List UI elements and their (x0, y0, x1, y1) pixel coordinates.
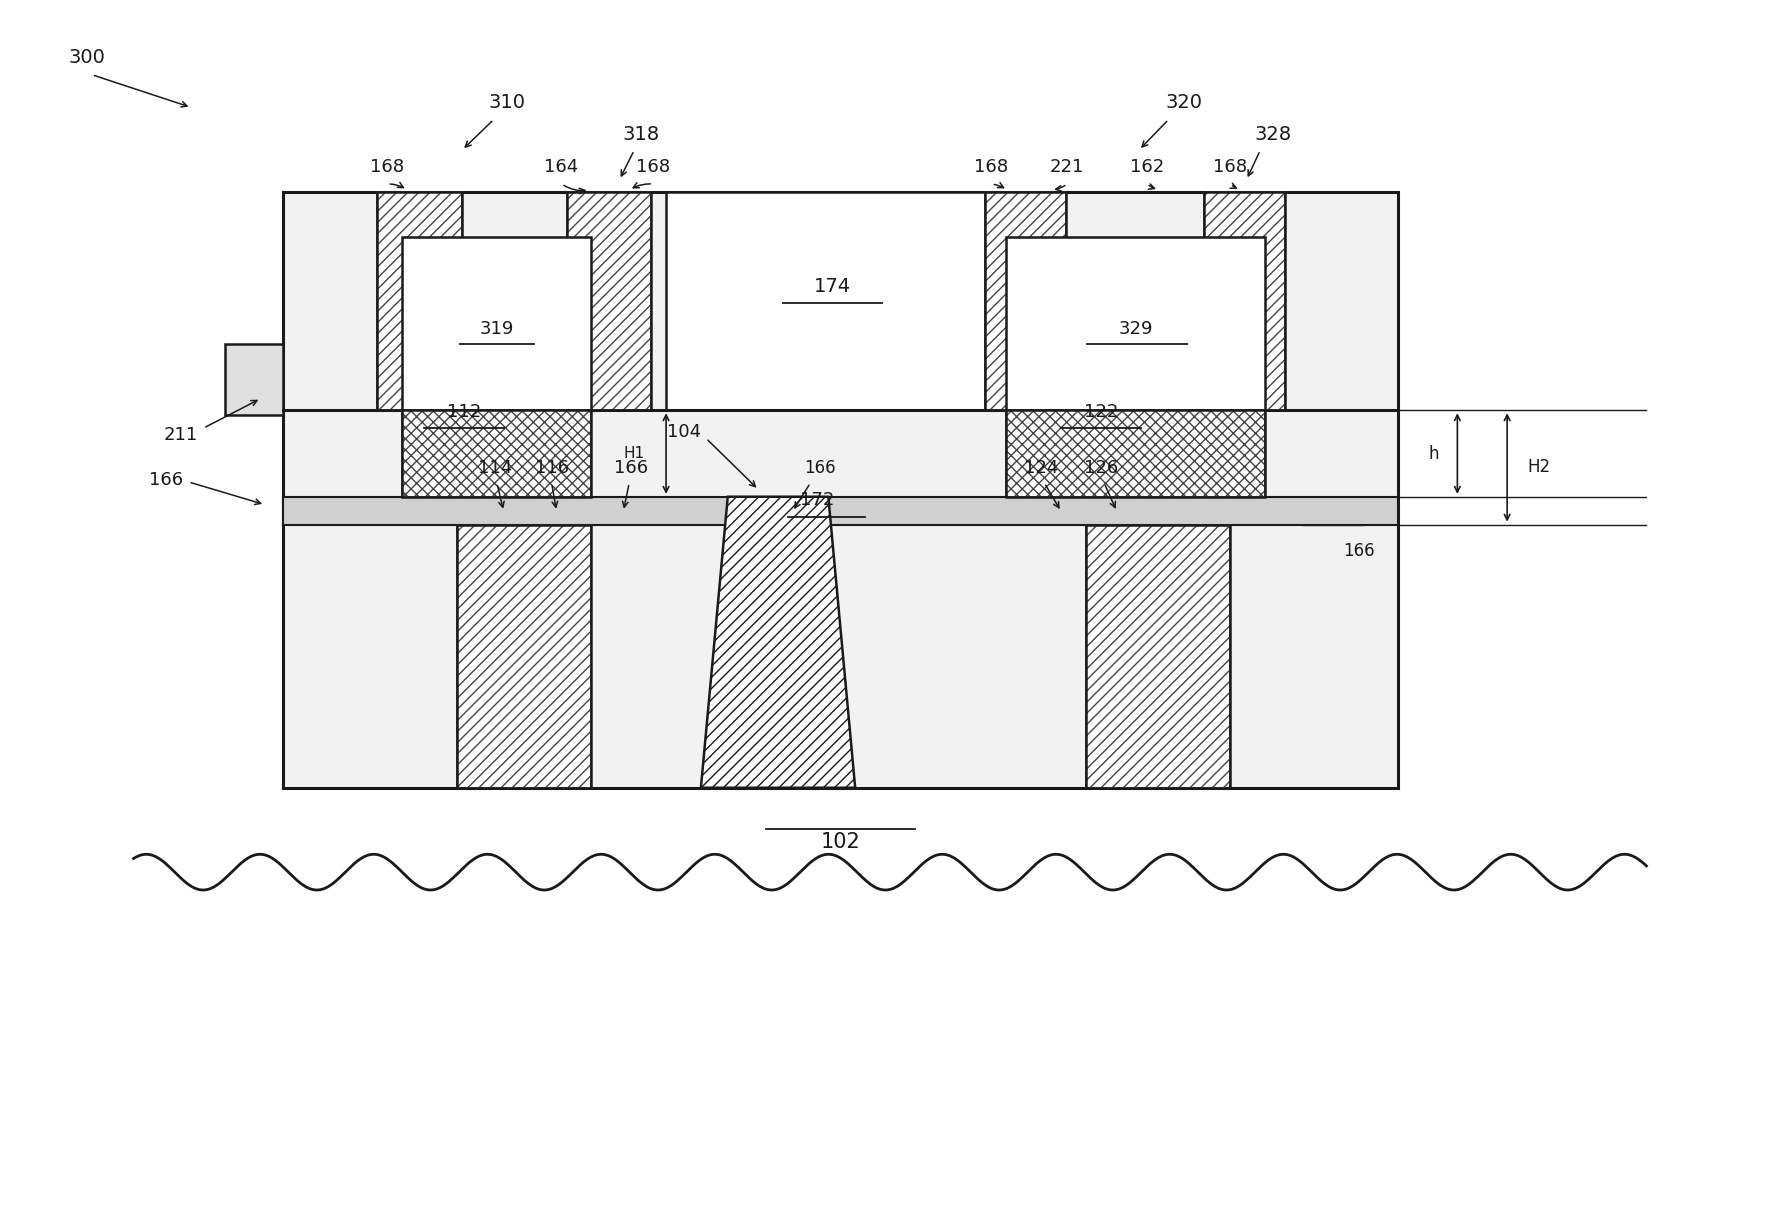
Bar (456, 525, 592, 788)
Text: H1: H1 (623, 446, 644, 461)
Text: 318: 318 (623, 125, 660, 144)
Text: 221: 221 (1050, 158, 1084, 177)
Text: 211: 211 (165, 427, 199, 444)
Bar (1086, 525, 1231, 788)
Text: 114: 114 (478, 459, 512, 476)
Bar (567, 192, 651, 410)
Bar (1007, 410, 1265, 497)
Text: 112: 112 (447, 404, 481, 421)
Text: 166: 166 (1344, 543, 1374, 561)
Bar (1007, 237, 1265, 410)
Text: 168: 168 (1213, 158, 1247, 177)
Bar (1204, 192, 1285, 410)
Text: 172: 172 (800, 491, 835, 509)
Bar (666, 192, 1000, 410)
Text: 166: 166 (148, 470, 182, 488)
Text: 166: 166 (805, 459, 835, 476)
Bar (225, 343, 283, 416)
Text: 174: 174 (814, 277, 852, 296)
Text: 104: 104 (667, 423, 701, 441)
Bar (403, 410, 592, 497)
Text: 328: 328 (1254, 125, 1292, 144)
Bar (456, 525, 592, 788)
Bar (283, 497, 1397, 525)
Text: H2: H2 (1528, 458, 1549, 476)
Bar (984, 192, 1066, 410)
Text: h: h (1429, 445, 1440, 463)
Bar (1007, 410, 1265, 497)
Text: 126: 126 (1084, 459, 1118, 476)
Text: 102: 102 (821, 832, 861, 852)
Bar (377, 192, 462, 410)
Text: 116: 116 (535, 459, 569, 476)
Text: 310: 310 (488, 93, 526, 112)
Text: 162: 162 (1129, 158, 1165, 177)
Text: 166: 166 (614, 459, 648, 476)
Polygon shape (701, 497, 855, 788)
Bar (1204, 192, 1285, 410)
Text: 168: 168 (637, 158, 671, 177)
Bar (984, 192, 1066, 410)
Text: 168: 168 (370, 158, 404, 177)
Text: 164: 164 (544, 158, 578, 177)
Text: 124: 124 (1023, 459, 1059, 476)
Text: 320: 320 (1165, 93, 1202, 112)
Text: 319: 319 (479, 320, 513, 337)
Bar (1086, 525, 1231, 788)
Text: 168: 168 (975, 158, 1009, 177)
Bar (403, 410, 592, 497)
Bar (283, 192, 1397, 788)
Bar (403, 237, 592, 410)
Text: 122: 122 (1084, 404, 1118, 421)
Text: 329: 329 (1118, 320, 1154, 337)
Bar (567, 192, 651, 410)
Text: 300: 300 (68, 48, 106, 68)
Bar (377, 192, 462, 410)
